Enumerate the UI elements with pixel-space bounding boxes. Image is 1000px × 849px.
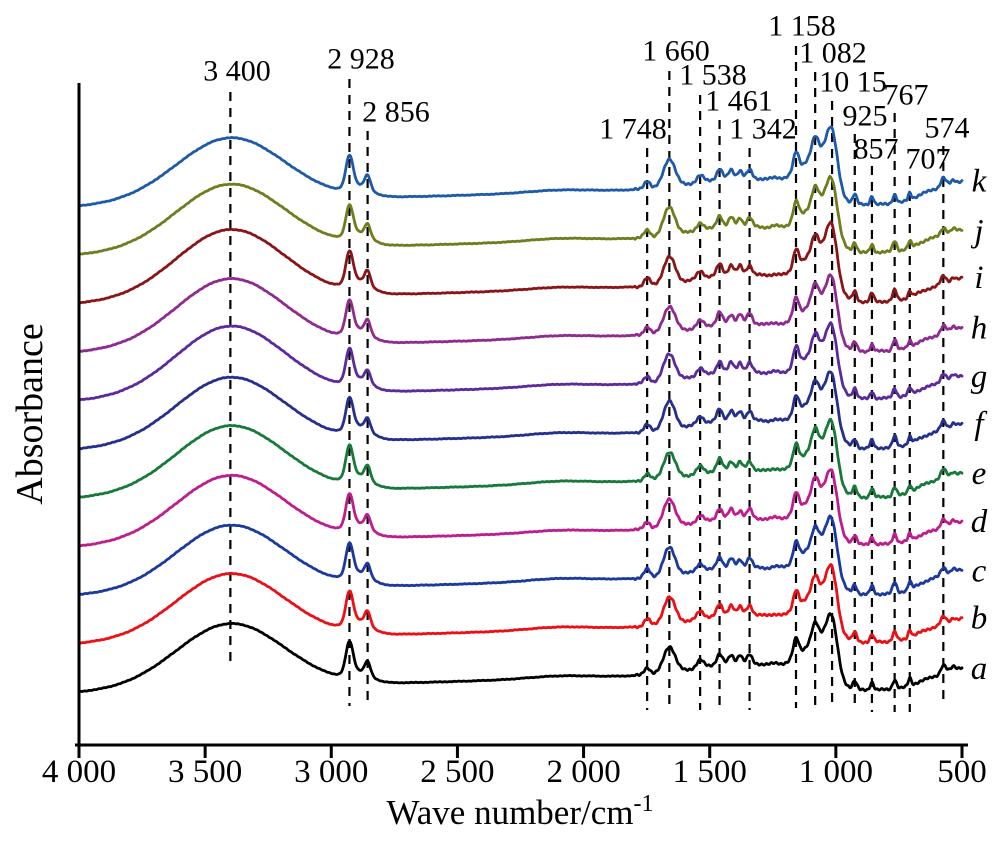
spectrum-curve-k xyxy=(77,125,964,207)
peak-label-1342: 1 342 xyxy=(729,113,797,146)
y-axis-title: Absorbance xyxy=(9,323,51,505)
peak-label-574: 574 xyxy=(925,112,970,145)
spectrum-curve-f xyxy=(77,370,964,451)
peak-label-1461: 1 461 xyxy=(705,85,773,118)
x-axis-title: Wave number/cm-1 xyxy=(387,791,654,833)
series-label-j: j xyxy=(970,213,983,249)
spectrum-curve-g xyxy=(77,321,964,402)
x-axis-title-base: Wave number/cm xyxy=(386,792,634,832)
x-tick-label-3500: 3 500 xyxy=(168,754,242,790)
spectrum-curve-j xyxy=(77,175,964,256)
peak-label-1015: 10 15 xyxy=(819,66,887,99)
spectra-curves-layer xyxy=(77,125,964,693)
x-tick-label-1500: 1 500 xyxy=(673,754,747,790)
peak-label-1660: 1 660 xyxy=(642,35,710,68)
peak-label-1158: 1 158 xyxy=(768,10,836,43)
x-axis-title-exponent: -1 xyxy=(633,791,654,818)
series-label-e: e xyxy=(972,456,987,492)
series-label-d: d xyxy=(971,504,988,540)
peak-label-2856: 2 856 xyxy=(362,96,430,129)
x-tick-label-2500: 2 500 xyxy=(420,754,494,790)
x-tick-label-1000: 1 000 xyxy=(799,754,873,790)
peak-label-2928: 2 928 xyxy=(327,43,395,76)
peak-label-925: 925 xyxy=(843,100,888,133)
peak-label-857: 857 xyxy=(854,133,899,166)
series-label-i: i xyxy=(974,260,983,296)
series-label-a: a xyxy=(971,651,988,687)
series-label-f: f xyxy=(974,406,987,442)
spectrum-curve-h xyxy=(77,273,964,354)
x-tick-label-3000: 3 000 xyxy=(294,754,368,790)
spectrum-curve-i xyxy=(77,220,964,305)
annotation-lines-layer xyxy=(229,46,945,712)
series-label-k: k xyxy=(972,164,988,200)
spectrum-curve-e xyxy=(77,417,964,500)
spectrum-curve-a xyxy=(77,612,964,693)
peak-label-3400: 3 400 xyxy=(203,55,271,88)
axes-layer xyxy=(75,83,968,758)
peak-label-1538: 1 538 xyxy=(679,59,747,92)
spectrum-curve-c xyxy=(77,514,964,597)
x-tick-label-500: 500 xyxy=(937,754,987,790)
series-label-b: b xyxy=(971,601,988,637)
series-label-g: g xyxy=(971,359,988,395)
series-label-c: c xyxy=(972,553,987,589)
x-tick-label-2000: 2 000 xyxy=(546,754,620,790)
peak-label-707: 707 xyxy=(906,143,951,176)
peak-label-1748: 1 748 xyxy=(599,113,667,146)
series-label-h: h xyxy=(971,310,988,346)
x-tick-label-4000: 4 000 xyxy=(42,754,116,790)
peak-label-767: 767 xyxy=(884,79,929,112)
peak-label-1082: 1 082 xyxy=(799,37,867,70)
spectrum-curve-d xyxy=(77,468,964,548)
spectrum-curve-b xyxy=(77,563,964,645)
